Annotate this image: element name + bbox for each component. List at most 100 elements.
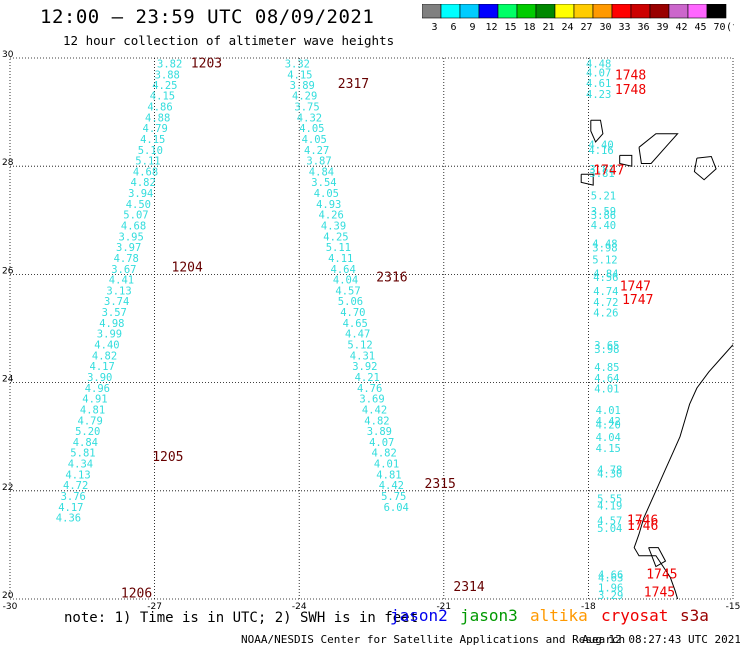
wave-height-value: 4.50	[126, 199, 151, 211]
wave-height-value: 5.75	[381, 491, 406, 503]
wave-height-value: 4.15	[287, 70, 312, 82]
island-outline	[648, 547, 667, 568]
wave-height-value: 4.82	[92, 350, 117, 362]
wave-height-value: 6.04	[384, 502, 409, 514]
wave-height-value: 4.39	[321, 221, 346, 233]
pass-time-label: 2316	[376, 270, 407, 285]
lat-tick-label: 24	[2, 375, 14, 385]
wave-height-value: 3.81	[589, 164, 614, 176]
wave-height-value: 4.65	[343, 318, 368, 330]
legend-label: 30	[599, 22, 611, 33]
legend-label: 6	[450, 22, 456, 33]
wave-height-value: 1.96	[598, 582, 623, 594]
wave-height-value: 3.90	[87, 372, 112, 384]
legend-label: 70	[713, 22, 725, 33]
wave-height-value: 4.70	[340, 307, 365, 319]
satellite-s3a: s3a	[680, 606, 709, 625]
wave-height-value: 4.01	[596, 405, 621, 417]
wave-height-value: 4.64	[331, 264, 356, 276]
wave-height-value: 5.11	[326, 242, 351, 254]
wave-height-value: 4.42	[379, 480, 404, 492]
legend-label: 15	[504, 22, 516, 33]
source-credit: NOAA/NESDIS Center for Satellite Applica…	[241, 633, 626, 646]
track-2317: 3.324.153.894.293.754.324.054.054.273.87…	[285, 59, 409, 514]
wave-height-value: 3.88	[155, 70, 180, 82]
legend-label: 45	[694, 22, 706, 33]
wave-height-value: 4.84	[593, 269, 618, 281]
wave-height-value: 4.76	[357, 383, 382, 395]
wave-height-value: 4.91	[82, 394, 107, 406]
satellite-jason2: jason2	[390, 606, 448, 625]
wave-height-value: 4.84	[309, 166, 334, 178]
island-outline	[619, 154, 633, 167]
wave-height-value: 4.36	[56, 513, 81, 525]
legend-label: 33	[618, 22, 630, 33]
wave-height-value: 4.19	[597, 501, 622, 513]
wave-height-value: 3.95	[119, 231, 144, 243]
wave-height-value: 4.81	[80, 404, 105, 416]
wave-height-value: 4.78	[597, 465, 622, 477]
island-outline	[693, 155, 717, 181]
pass-time-label: 2317	[338, 77, 369, 92]
wave-height-value: 4.93	[316, 199, 341, 211]
wave-height-value: 4.81	[376, 469, 401, 481]
pass-time-label: 1748	[615, 83, 646, 98]
pass-time-label: 1204	[172, 261, 203, 276]
wave-height-value: 5.10	[138, 145, 163, 157]
wave-height-value: 5.20	[75, 426, 100, 438]
wave-height-value: 4.64	[594, 373, 619, 385]
wave-height-value: 4.47	[345, 329, 370, 341]
wave-height-value: 5.04	[597, 523, 622, 535]
wave-height-value: 3.57	[102, 307, 127, 319]
wave-height-value: 4.20	[596, 420, 621, 432]
legend-label: 21	[542, 22, 554, 33]
wave-height-value: 4.05	[302, 134, 327, 146]
wave-height-value: 4.17	[58, 502, 83, 514]
wave-height-value: 4.31	[350, 350, 375, 362]
chart-subtitle: 12 hour collection of altimeter wave hei…	[63, 33, 395, 48]
wave-height-value: 4.32	[297, 112, 322, 124]
lat-tick-label: 26	[2, 266, 14, 276]
wave-height-value: 3.97	[116, 242, 141, 254]
wave-height-value: 4.04	[596, 432, 621, 444]
wave-height-value: 4.13	[65, 469, 90, 481]
lon-tick-label: -18	[581, 602, 596, 612]
island-outline	[580, 173, 594, 186]
wave-height-value: 4.15	[596, 443, 621, 455]
wave-height-value: 4.79	[78, 415, 103, 427]
wave-height-value: 4.29	[292, 91, 317, 103]
pass-time-label: 1746	[627, 513, 658, 528]
lat-tick-label: 28	[2, 158, 14, 168]
wave-height-value: 4.07	[586, 67, 611, 79]
wave-height-value: 4.01	[374, 459, 399, 471]
pass-time-label: 1203	[191, 57, 222, 72]
wave-height-value: 4.78	[114, 253, 139, 265]
wave-height-value: 4.88	[145, 112, 170, 124]
wave-height-value: 4.41	[109, 275, 134, 287]
wave-height-value: 4.96	[85, 383, 110, 395]
wave-height-value: 3.54	[311, 177, 336, 189]
lon-tick-label: -27	[147, 602, 162, 612]
wave-height-value: 3.69	[359, 394, 384, 406]
pass-time-label: 1745	[644, 585, 675, 600]
wave-height-value: 5.06	[338, 296, 363, 308]
wave-height-value: 4.82	[372, 448, 397, 460]
wave-height-value: 4.72	[593, 297, 618, 309]
wave-height-value: 4.34	[68, 459, 93, 471]
wave-height-value: 4.72	[63, 480, 88, 492]
wave-height-value: 4.15	[140, 134, 165, 146]
lon-tick-label: -21	[436, 602, 451, 612]
wave-height-value: 3.92	[352, 361, 377, 373]
wave-height-value: 3.29	[598, 590, 623, 602]
wave-height-value: 4.05	[314, 188, 339, 200]
wave-height-value: 4.26	[319, 210, 344, 222]
pass-time-label: 1205	[152, 450, 183, 465]
track-1748: 4.484.074.614.234.404.163.813.815.213.59…	[586, 59, 623, 602]
legend-swatch	[706, 4, 727, 19]
wave-height-value: 4.98	[99, 318, 124, 330]
wave-height-value: 3.74	[104, 296, 129, 308]
map-frame	[9, 57, 734, 600]
pass-time-label: 1748	[615, 69, 646, 84]
wave-height-value: 4.57	[335, 285, 360, 297]
